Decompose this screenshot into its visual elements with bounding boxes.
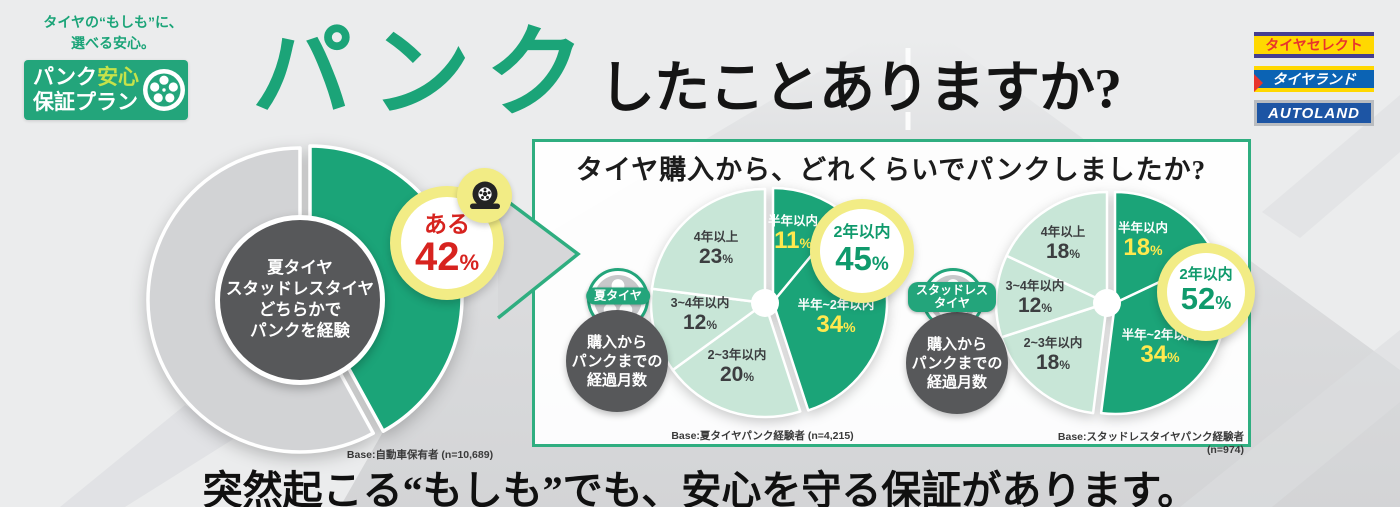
flat-tire-badge [457,168,512,223]
red-wedge-icon [1254,74,1263,92]
logo-tire-land: タイヤランド [1254,66,1374,92]
donut-base-note: Base:自動車保有者 (n=10,689) [346,449,494,461]
slice-label: 半年~2年以内 34% [797,298,875,338]
logo-tire-select: タイヤセレクト [1254,32,1374,58]
brand-tagline-line2: 選べる安心。 [71,35,155,51]
studless-tire-pie-chart [994,190,1228,416]
summer-tire-pill: 夏タイヤ [586,287,650,305]
studless-tire-pill: スタッドレス タイヤ [907,282,997,312]
logo-autoland: AUTOLAND [1254,100,1374,126]
panel-heading: タイヤ購入から、どれくらいでパンクしましたか? [575,155,1207,185]
studless-info-circle: 購入から パンクまでの 経過月数 [906,312,1008,414]
slice-label: 2~3年以内 20% [707,348,767,386]
slice-label: 4年以上 23% [693,230,739,268]
slice-label: 半年以内 11% [767,214,819,254]
studless-base-note: Base:スタッドレスタイヤパンク経験者 (n=974) [1057,431,1244,456]
page-title-rest: したことありますか? [599,58,1122,120]
studless-two-year-callout: 2年以内 52% [1157,243,1255,341]
puncture-plan-logo-text: パンク安心 保証プラン [33,66,140,114]
page-title-highlight: パンク [252,17,599,129]
wheel-icon [143,69,186,111]
summer-two-year-callout: 2年以内 45% [810,199,914,303]
slice-label: 4年以上 18% [1040,225,1086,263]
slice-label: 半年以内 18% [1117,221,1169,261]
panel-pointer-notch [496,192,581,320]
puncture-plan-logo: パンク安心 保証プラン [24,60,188,120]
slice-label: 2~3年以内 18% [1023,336,1083,374]
donut-center-label: 夏タイヤ スタッドレスタイヤ どちらかで パンクを経験 [215,215,385,385]
brand-tagline-line1: タイヤの“もしも”に、 [43,14,183,30]
summer-tire-pie-chart [649,186,889,419]
summer-info-circle: 購入から パンクまでの 経過月数 [566,310,668,412]
slice-label: 3~4年以内 12% [1005,279,1065,317]
experience-callout: ある 42% [390,186,504,300]
brand-tagline: タイヤの“もしも”に、 選べる安心。 [24,12,202,54]
slice-label: 3~4年以内 12% [670,296,730,334]
footer-tagline: 突然起こる“もしも”でも、安心を守る保証があります。 [202,468,1198,507]
page-title: パンク したことありますか? [252,17,1122,129]
summer-base-note: Base:夏タイヤパンク経験者 (n=4,215) [671,430,854,442]
flat-tire-icon [469,181,500,209]
